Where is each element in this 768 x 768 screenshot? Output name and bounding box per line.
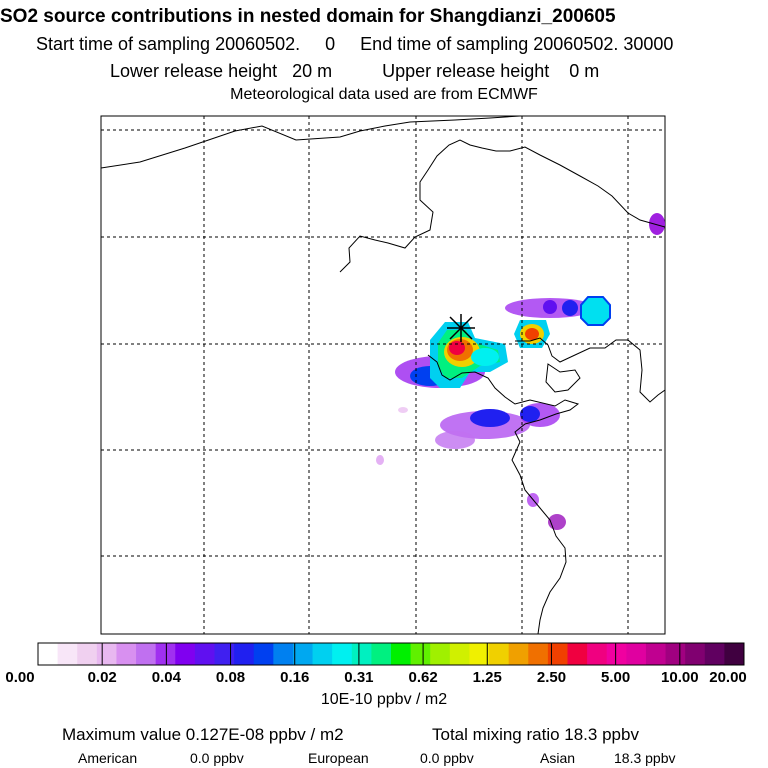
colorbar-tick-label: 2.50 (536, 669, 567, 686)
colorbar-cell (175, 643, 196, 665)
colorbar-cell (469, 643, 490, 665)
colorbar-unit: 10E-10 ppbv / m2 (320, 691, 448, 708)
colorbar-cell (626, 643, 647, 665)
station-marker-icon (447, 314, 475, 342)
colorbar-cell (430, 643, 451, 665)
colorbar-cell (724, 643, 745, 665)
colorbar-cell (489, 643, 510, 665)
american-label: American (78, 750, 138, 766)
colorbar-cell (155, 643, 176, 665)
colorbar-cell (567, 643, 588, 665)
map-frame (100, 115, 666, 635)
colorbar-tick-label: 20.00 (709, 669, 747, 686)
colorbar-cell (645, 643, 667, 665)
colorbar-cell (253, 643, 274, 665)
colorbar-cell (508, 643, 529, 665)
colorbar-cell (449, 643, 470, 665)
maximum-value: Maximum value 0.127E-08 ppbv / m2 (62, 725, 344, 744)
colorbar-tick-label: 0.04 (151, 669, 181, 686)
european-label: European (308, 750, 369, 766)
colorbar-cell (371, 643, 392, 665)
colorbar-cell (57, 643, 78, 665)
colorbar-tick-label: 0.31 (344, 669, 374, 686)
colorbar-cell (547, 643, 568, 665)
colorbar-cell (292, 643, 314, 665)
colorbar-cell (136, 643, 157, 665)
colorbar-cell (410, 643, 431, 665)
colorbar-cell (96, 643, 117, 665)
colorbar-tick-label: 10.00 (661, 669, 699, 686)
colorbar-cell (77, 643, 98, 665)
total-mixing-ratio: Total mixing ratio 18.3 ppbv (432, 725, 639, 744)
sampling-times: Start time of sampling 20060502. 0 End t… (36, 34, 674, 54)
colorbar-cell (606, 643, 627, 665)
colorbar-cell (194, 643, 215, 665)
coastlines (101, 116, 665, 634)
colorbar-cell (704, 643, 725, 665)
release-heights: Lower release height 20 m Upper release … (110, 61, 600, 81)
colorbar-cell (273, 643, 294, 665)
colorbar-cell (116, 643, 137, 665)
colorbar-tick-label: 5.00 (601, 669, 631, 686)
grid-lines (101, 116, 665, 634)
colorbar-cell (391, 643, 412, 665)
colorbar-cell (214, 643, 235, 665)
colorbar-tick-label: 1.25 (472, 669, 502, 686)
map-title: SO2 source contributions in nested domai… (0, 6, 616, 27)
colorbar-tick-label: 0.08 (215, 669, 246, 686)
met-data-source: Meteorological data used are from ECMWF (230, 86, 538, 103)
colorbar-tick-label: 0.62 (408, 669, 438, 686)
european-value: 0.0 ppbv (420, 750, 474, 766)
colorbar-cell (665, 643, 686, 665)
asian-value: 18.3 ppbv (614, 750, 676, 766)
colorbar-cell (234, 643, 255, 665)
colorbar-cell (351, 643, 372, 665)
colorbar-cell (528, 643, 549, 665)
colorbar-cell (685, 643, 706, 665)
american-value: 0.0 ppbv (190, 750, 244, 766)
colorbar-cell (332, 643, 353, 665)
colorbar-tick-label: 0.00 (5, 669, 35, 686)
colorbar-tick-label: 0.02 (87, 669, 117, 686)
asian-label: Asian (540, 750, 576, 766)
colorbar-tick-label: 0.16 (280, 669, 310, 686)
colorbar-cell (587, 643, 608, 665)
colorbar-cell (38, 643, 59, 665)
colorbar-cell (312, 643, 333, 665)
